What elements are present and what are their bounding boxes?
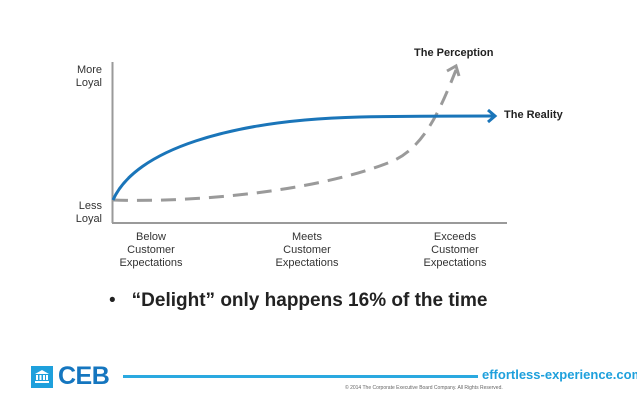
bullet-marker: •	[109, 290, 116, 311]
x-category-meets: Meets Customer Expectations	[275, 231, 339, 269]
reality-arrowhead-icon	[487, 108, 498, 124]
perception-label: The Perception	[414, 47, 494, 59]
reality-curve	[111, 114, 495, 201]
footer-divider	[123, 375, 478, 378]
bullet-text: “Delight” only happens 16% of the time	[131, 290, 488, 311]
website-link[interactable]: effortless-experience.com	[482, 367, 637, 382]
key-takeaway-bullet: • “Delight” only happens 16% of the time	[109, 290, 487, 312]
x-category-below: Below Customer Expectations	[119, 231, 183, 269]
y-axis-bottom-label: Less Loyal	[75, 200, 102, 225]
logo-text: CEB	[58, 362, 110, 390]
x-category-exceeds: Exceeds Customer Expectations	[423, 231, 487, 269]
perception-arrowhead-icon	[446, 63, 461, 77]
y-axis-top-label: More Loyal	[75, 64, 102, 89]
ceb-logo: CEB	[31, 362, 110, 390]
reality-label: The Reality	[504, 109, 563, 121]
copyright-text: © 2014 The Corporate Executive Board Com…	[345, 385, 503, 391]
bank-building-icon	[31, 365, 53, 388]
perception-curve	[112, 69, 458, 202]
